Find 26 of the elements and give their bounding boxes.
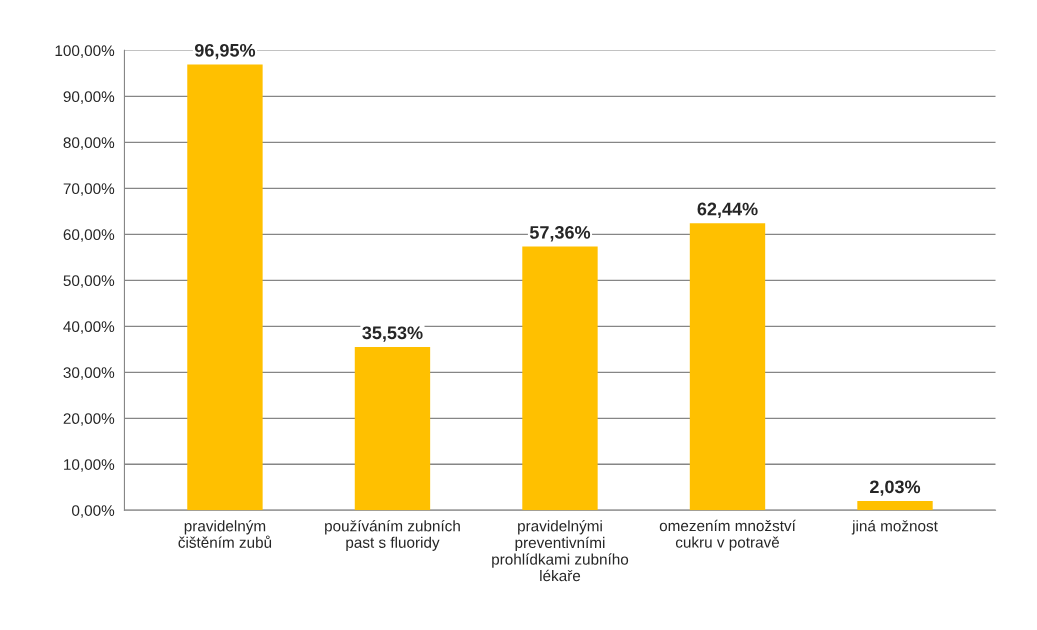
y-tick-label: 30,00%	[63, 367, 115, 380]
data-label: 2,03%	[870, 480, 921, 496]
y-tick-label: 60,00%	[63, 229, 115, 242]
y-tick-label: 10,00%	[64, 459, 115, 472]
x-tick-label: pravidelným čištěním zubů	[178, 520, 272, 548]
y-tick-label: 70,00%	[63, 183, 115, 196]
x-tick-label: omezením množství cukru v potravě	[659, 519, 796, 551]
y-tick-label: 0,00%	[72, 505, 115, 518]
x-tick-label: používáním zubních past s fluoridy	[325, 520, 460, 551]
bar	[187, 64, 263, 511]
y-tick-label: 20,00%	[63, 413, 115, 426]
x-tick-label: jiná možnost	[851, 520, 938, 535]
x-tick-label: pravidelnými preventivními prohlídkami zubního lékaře	[492, 520, 629, 582]
bar	[857, 500, 933, 511]
data-label: 96,95%	[194, 43, 256, 60]
y-tick-label: 40,00%	[63, 321, 115, 334]
bar	[522, 246, 598, 511]
y-tick-label: 90,00%	[63, 91, 115, 104]
y-tick-label: 100,00%	[55, 45, 115, 58]
y-tick-label: 50,00%	[63, 275, 115, 288]
bar	[354, 346, 431, 511]
data-label: 62,44%	[697, 202, 758, 219]
bar	[689, 223, 766, 511]
y-tick-label: 80,00%	[63, 137, 115, 150]
data-label: 35,53%	[362, 326, 423, 342]
data-label: 57,36%	[529, 225, 591, 242]
